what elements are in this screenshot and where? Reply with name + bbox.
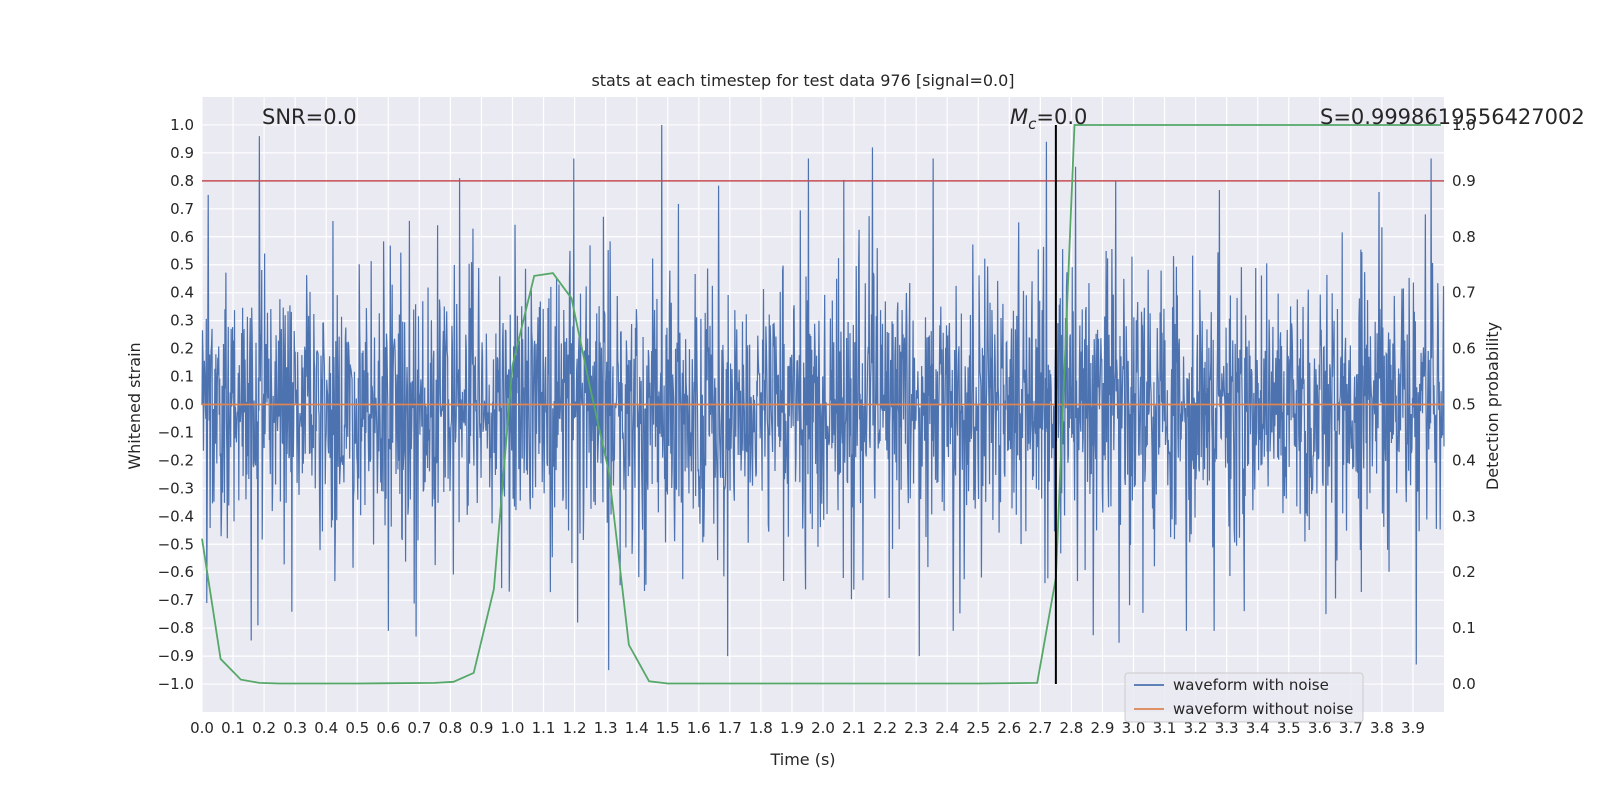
- y-left-tick-label-15: −0.5: [158, 535, 194, 553]
- y-left-tick-label-8: 0.2: [170, 340, 194, 358]
- y-left-tick-label-9: 0.1: [170, 368, 194, 386]
- y-left-tick-label-17: −0.7: [158, 591, 194, 609]
- x-tick-label-30: 3.0: [1122, 719, 1146, 737]
- y-right-tick-label-2: 0.8: [1452, 228, 1476, 246]
- y-right-tick-label-8: 0.2: [1452, 563, 1476, 581]
- mc-annotation: Mc=0.0: [1010, 105, 1087, 133]
- y-left-tick-label-16: −0.6: [158, 563, 194, 581]
- x-tick-label-1: 0.1: [221, 719, 245, 737]
- x-tick-label-6: 0.6: [376, 719, 400, 737]
- x-axis-label: Time (s): [769, 750, 835, 769]
- legend-label-waveform-without-noise: waveform without noise: [1173, 700, 1353, 718]
- x-tick-label-19: 1.9: [780, 719, 804, 737]
- y-left-tick-label-12: −0.2: [158, 451, 194, 469]
- x-tick-label-33: 3.3: [1215, 719, 1239, 737]
- x-tick-label-24: 2.4: [935, 719, 959, 737]
- legend-label-waveform-with-noise: waveform with noise: [1173, 676, 1329, 694]
- chart-title: stats at each timestep for test data 976…: [591, 71, 1014, 90]
- x-tick-label-23: 2.3: [904, 719, 928, 737]
- x-tick-label-12: 1.2: [563, 719, 587, 737]
- x-tick-label-29: 2.9: [1091, 719, 1115, 737]
- x-tick-label-31: 3.1: [1153, 719, 1177, 737]
- y-left-tick-label-1: 0.9: [170, 144, 194, 162]
- x-tick-label-9: 0.9: [470, 719, 494, 737]
- x-tick-label-17: 1.7: [718, 719, 742, 737]
- s-annotation: S=0.9998619556427002: [1320, 105, 1585, 129]
- x-tick-label-27: 2.7: [1028, 719, 1052, 737]
- x-tick-label-2: 0.2: [252, 719, 276, 737]
- x-tick-label-32: 3.2: [1184, 719, 1208, 737]
- x-tick-label-38: 3.8: [1370, 719, 1394, 737]
- x-tick-label-26: 2.6: [997, 719, 1021, 737]
- y-right-tick-label-9: 0.1: [1452, 619, 1476, 637]
- y-left-tick-label-10: 0.0: [170, 396, 194, 414]
- y-right-tick-label-0: 1.0: [1452, 116, 1476, 134]
- y-left-tick-label-20: −1.0: [158, 675, 194, 693]
- y-left-tick-label-19: −0.9: [158, 647, 194, 665]
- y-left-tick-label-18: −0.8: [158, 619, 194, 637]
- y-right-tick-label-1: 0.9: [1452, 172, 1476, 190]
- x-tick-label-36: 3.6: [1308, 719, 1332, 737]
- x-tick-label-11: 1.1: [532, 719, 556, 737]
- series-detection-probability: [201, 124, 1441, 685]
- x-tick-label-3: 0.3: [283, 719, 307, 737]
- x-tick-label-13: 1.3: [594, 719, 618, 737]
- legend-box: [1124, 672, 1364, 723]
- x-tick-label-39: 3.9: [1401, 719, 1425, 737]
- y-left-tick-label-3: 0.7: [170, 200, 194, 218]
- y-axis-left-label: Whitened strain: [125, 342, 144, 469]
- mc-value: =0.0: [1036, 105, 1087, 129]
- y-axis-left-ticks: 1.0 0.9 0.8 0.7 0.6 0.5 0.4 0.3 0.2 0.1 0.0 −0.1 −0.…: [158, 116, 194, 693]
- x-tick-label-37: 3.7: [1339, 719, 1363, 737]
- legend: waveform with noise waveform without noi…: [1124, 672, 1364, 723]
- x-tick-label-4: 0.4: [314, 719, 338, 737]
- y-right-tick-label-10: 0.0: [1452, 675, 1476, 693]
- x-tick-label-28: 2.8: [1059, 719, 1083, 737]
- y-left-tick-label-0: 1.0: [170, 116, 194, 134]
- x-tick-label-15: 1.5: [656, 719, 680, 737]
- y-left-tick-label-11: −0.1: [158, 423, 194, 441]
- x-tick-label-7: 0.7: [407, 719, 431, 737]
- y-right-tick-label-6: 0.4: [1452, 451, 1476, 469]
- x-tick-label-34: 3.4: [1246, 719, 1270, 737]
- x-tick-label-16: 1.6: [687, 719, 711, 737]
- y-left-tick-label-4: 0.6: [170, 228, 194, 246]
- x-tick-label-21: 2.1: [842, 719, 866, 737]
- mc-subscript: c: [1028, 115, 1037, 133]
- y-left-tick-label-6: 0.4: [170, 284, 194, 302]
- y-left-tick-label-2: 0.8: [170, 172, 194, 190]
- x-tick-label-0: 0.0: [190, 719, 214, 737]
- x-tick-label-8: 0.8: [438, 719, 462, 737]
- x-tick-label-14: 1.4: [625, 719, 649, 737]
- y-left-tick-label-13: −0.3: [158, 479, 194, 497]
- y-right-tick-label-3: 0.7: [1452, 284, 1476, 302]
- y-left-tick-label-5: 0.5: [170, 256, 194, 274]
- y-axis-right-label: Detection probability: [1483, 322, 1502, 490]
- x-tick-label-10: 1.0: [501, 719, 525, 737]
- x-tick-label-35: 3.5: [1277, 719, 1301, 737]
- y-right-tick-label-5: 0.5: [1452, 396, 1476, 414]
- x-tick-label-20: 2.0: [811, 719, 835, 737]
- y-left-tick-label-7: 0.3: [170, 312, 194, 330]
- y-right-tick-label-7: 0.3: [1452, 507, 1476, 525]
- x-tick-label-5: 0.5: [345, 719, 369, 737]
- x-tick-label-18: 1.8: [749, 719, 773, 737]
- x-tick-label-25: 2.5: [966, 719, 990, 737]
- mc-symbol: M: [1010, 105, 1028, 129]
- y-axis-right-ticks: 1.0 0.9 0.8 0.7 0.6 0.5 0.4 0.3 0.2 0.1 0.0: [1452, 116, 1476, 693]
- y-right-tick-label-4: 0.6: [1452, 340, 1476, 358]
- x-tick-label-22: 2.2: [873, 719, 897, 737]
- snr-annotation: SNR=0.0: [262, 105, 357, 129]
- x-axis-ticks: 0.0 0.1 0.2 0.3 0.4 0.5 0.6 0.7 0.8 0.9 1.0 1.1 1.2 1…: [190, 719, 1425, 737]
- y-left-tick-label-14: −0.4: [158, 507, 194, 525]
